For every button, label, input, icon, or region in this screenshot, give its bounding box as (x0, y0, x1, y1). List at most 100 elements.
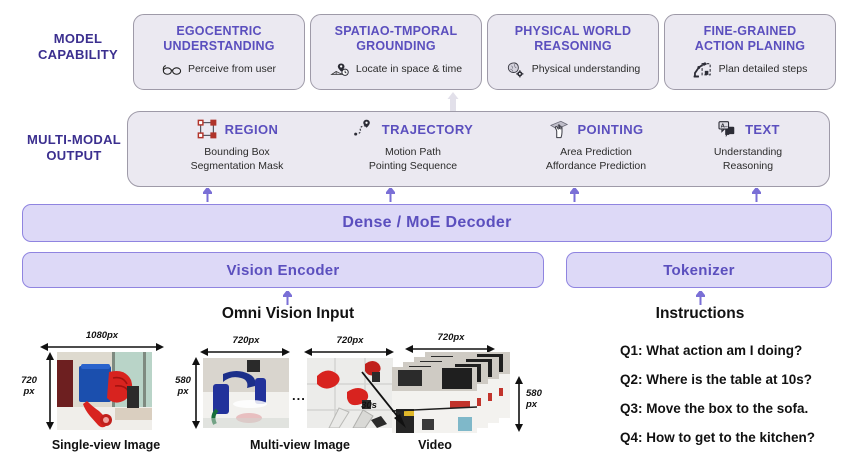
model-capability-row-label: MODEL CAPABILITY (28, 31, 128, 63)
robot-arm-icon (693, 62, 711, 78)
output-title: TRAJECTORY (381, 121, 474, 137)
capability-title-line2: GROUNDING (356, 39, 436, 53)
video-height-label-line1: 580 (526, 388, 542, 399)
up-arrow-decoder-to-trajectory (386, 188, 395, 202)
multi-view-photo-left (203, 358, 289, 428)
capability-card-fine-grained-action-planing[interactable]: FINE-GRAINED ACTION PLANING Plan detaile… (664, 14, 836, 90)
output-description-line2: Affordance Prediction (545, 159, 647, 172)
capability-subtitle: Physical understanding (531, 63, 641, 75)
capability-title-line2: UNDERSTANDING (163, 39, 275, 53)
output-description: Motion Path Pointing Sequence (318, 146, 508, 173)
single-view-width-arrow (40, 343, 164, 351)
instruction-item-q2: Q2: Where is the table at 10s? (620, 372, 813, 387)
output-description: Understanding Reasoning (668, 146, 828, 173)
output-item-region[interactable]: REGION Bounding Box Segmentation Mask (142, 118, 332, 173)
output-item-trajectory[interactable]: TRAJECTORY Motion Path Pointing Sequence (318, 118, 508, 173)
capability-title-line2: REASONING (534, 39, 612, 53)
instruction-item-q3: Q3: Move the box to the sofa. (620, 401, 809, 416)
multi-modal-output-label-line2: OUTPUT (46, 148, 102, 163)
multi-modal-output-row-label: MULTI-MODAL OUTPUT (18, 132, 130, 164)
tokenizer-block[interactable]: Tokenizer (566, 252, 832, 288)
video-duration-label: 30s (361, 400, 377, 411)
output-description-line1: Motion Path (384, 146, 442, 158)
omni-vision-input-heading: Omni Vision Input (221, 305, 355, 322)
up-arrow-outputs-to-capability (447, 92, 459, 112)
dense-moe-decoder-block[interactable]: Dense / MoE Decoder (22, 204, 832, 242)
capability-title: PHYSICAL WORLD REASONING (488, 24, 658, 54)
output-description: Bounding Box Segmentation Mask (142, 146, 332, 173)
capability-subtitle: Perceive from user (187, 63, 277, 75)
tokenizer-label: Tokenizer (663, 261, 735, 279)
capability-card-egocentric-understanding[interactable]: EGOCENTRIC UNDERSTANDING Perceive from u… (133, 14, 305, 90)
capability-title-line1: FINE-GRAINED (703, 24, 797, 38)
single-view-caption: Single-view Image (51, 438, 161, 452)
instructions-heading: Instructions (655, 305, 745, 322)
single-view-height-label-line2: px (23, 386, 35, 397)
model-capability-label-line1: MODEL (53, 31, 103, 46)
multi-view-width-arrow-b (304, 348, 394, 356)
output-description-line1: Understanding (713, 146, 783, 158)
output-description: Area Prediction Affordance Prediction (496, 146, 696, 173)
video-width-label: 720px (437, 332, 465, 343)
multi-view-photo-right (307, 358, 393, 428)
single-view-height-arrow (46, 352, 54, 430)
multi-modal-output-label-line1: MULTI-MODAL (26, 132, 122, 147)
up-arrow-decoder-to-region (203, 188, 212, 202)
multi-view-caption: Multi-view Image (249, 438, 351, 452)
output-item-pointing[interactable]: POINTING Area Prediction Affordance Pred… (496, 118, 696, 173)
model-capability-label-line2: CAPABILITY (37, 47, 119, 62)
output-title: TEXT (745, 121, 780, 137)
single-view-photo (57, 352, 152, 430)
output-title: POINTING (577, 121, 644, 137)
video-height-arrow (515, 376, 523, 432)
capability-title-line1: PHYSICAL WORLD (514, 24, 632, 38)
output-item-text[interactable]: A TEXT Understanding Reasoning (668, 118, 828, 173)
vision-encoder-block[interactable]: Vision Encoder (22, 252, 544, 288)
capability-title: EGOCENTRIC UNDERSTANDING (134, 24, 304, 54)
capability-card-spatiao-tmporal-grounding[interactable]: SPATIAO-TMPORAL GROUNDING Locate in spac… (310, 14, 482, 90)
video-duration-arrow (361, 371, 406, 428)
video-caption: Video (418, 438, 452, 452)
capability-title-line1: EGOCENTRIC (176, 24, 262, 38)
output-description-line2: Pointing Sequence (368, 159, 458, 172)
svg-text:A: A (721, 124, 726, 130)
multi-view-height-label-line2: px (177, 386, 189, 397)
up-arrow-decoder-to-text (752, 188, 761, 202)
video-height-label: 580 px (526, 388, 560, 410)
multi-view-height-arrow (192, 357, 200, 429)
output-description-line2: Segmentation Mask (190, 159, 284, 172)
capability-title: FINE-GRAINED ACTION PLANING (665, 24, 835, 54)
single-view-height-label-line1: 720 (21, 375, 37, 386)
video-width-arrow (405, 345, 495, 353)
glasses-icon (162, 65, 182, 75)
multi-view-width-label-a: 720px (232, 335, 260, 346)
single-view-width-label: 1080px (85, 330, 119, 341)
video-height-label-line2: px (526, 399, 538, 410)
multi-view-height-label: 580 px (166, 375, 200, 397)
up-arrow-instructions-to-tokenizer (696, 291, 705, 305)
capability-card-physical-world-reasoning[interactable]: PHYSICAL WORLD REASONING Physical unders… (487, 14, 659, 90)
single-view-height-label: 720 px (12, 375, 46, 397)
brain-gear-icon (507, 62, 524, 78)
capability-subtitle: Locate in space & time (355, 63, 463, 75)
output-description-line2: Reasoning (722, 159, 774, 172)
instruction-item-q4: Q4: How to get to the kitchen? (620, 430, 815, 445)
chat-bubbles-icon: A (718, 121, 735, 138)
multi-view-height-label-line1: 580 (175, 375, 191, 386)
instruction-item-q1: Q1: What action am I doing? (620, 343, 803, 358)
multi-view-width-label-b: 720px (336, 335, 364, 346)
trajectory-path-icon (353, 119, 370, 136)
up-arrow-decoder-to-pointing (570, 188, 579, 202)
video-frame-1 (392, 367, 477, 433)
output-description-line1: Area Prediction (560, 146, 632, 158)
capability-title-line1: SPATIAO-TMPORAL (334, 24, 458, 38)
output-description-line1: Bounding Box (204, 146, 270, 158)
multi-view-ellipsis: ... (292, 388, 306, 403)
bounding-box-icon (197, 119, 217, 139)
output-title: REGION (224, 121, 279, 137)
vision-encoder-label: Vision Encoder (226, 261, 340, 279)
up-arrow-vision-input-to-encoder (283, 291, 292, 305)
capability-title: SPATIAO-TMPORAL GROUNDING (311, 24, 481, 54)
capability-subtitle: Plan detailed steps (718, 63, 808, 75)
